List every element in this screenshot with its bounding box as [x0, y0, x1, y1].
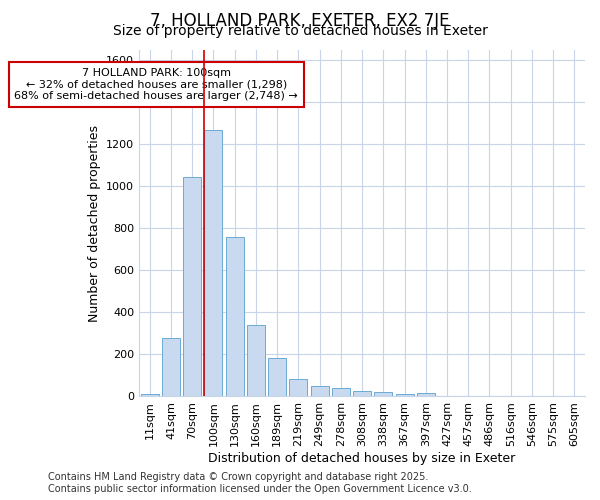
Bar [205, 130, 223, 396]
Bar [374, 392, 392, 396]
Bar [247, 325, 265, 396]
Y-axis label: Number of detached properties: Number of detached properties [88, 124, 101, 322]
Text: Size of property relative to detached houses in Exeter: Size of property relative to detached ho… [113, 24, 487, 38]
Bar [395, 394, 413, 396]
Text: 7, HOLLAND PARK, EXETER, EX2 7JE: 7, HOLLAND PARK, EXETER, EX2 7JE [150, 12, 450, 30]
Text: Contains HM Land Registry data © Crown copyright and database right 2025.
Contai: Contains HM Land Registry data © Crown c… [48, 472, 472, 494]
Text: 7 HOLLAND PARK: 100sqm
← 32% of detached houses are smaller (1,298)
68% of semi-: 7 HOLLAND PARK: 100sqm ← 32% of detached… [14, 68, 298, 101]
Bar [417, 394, 435, 396]
Bar [162, 338, 180, 396]
Bar [332, 388, 350, 396]
Bar [353, 391, 371, 396]
X-axis label: Distribution of detached houses by size in Exeter: Distribution of detached houses by size … [208, 452, 516, 465]
Bar [226, 237, 244, 396]
Bar [268, 358, 286, 397]
Bar [183, 177, 201, 396]
Bar [141, 394, 159, 396]
Bar [289, 378, 307, 396]
Bar [311, 386, 329, 396]
